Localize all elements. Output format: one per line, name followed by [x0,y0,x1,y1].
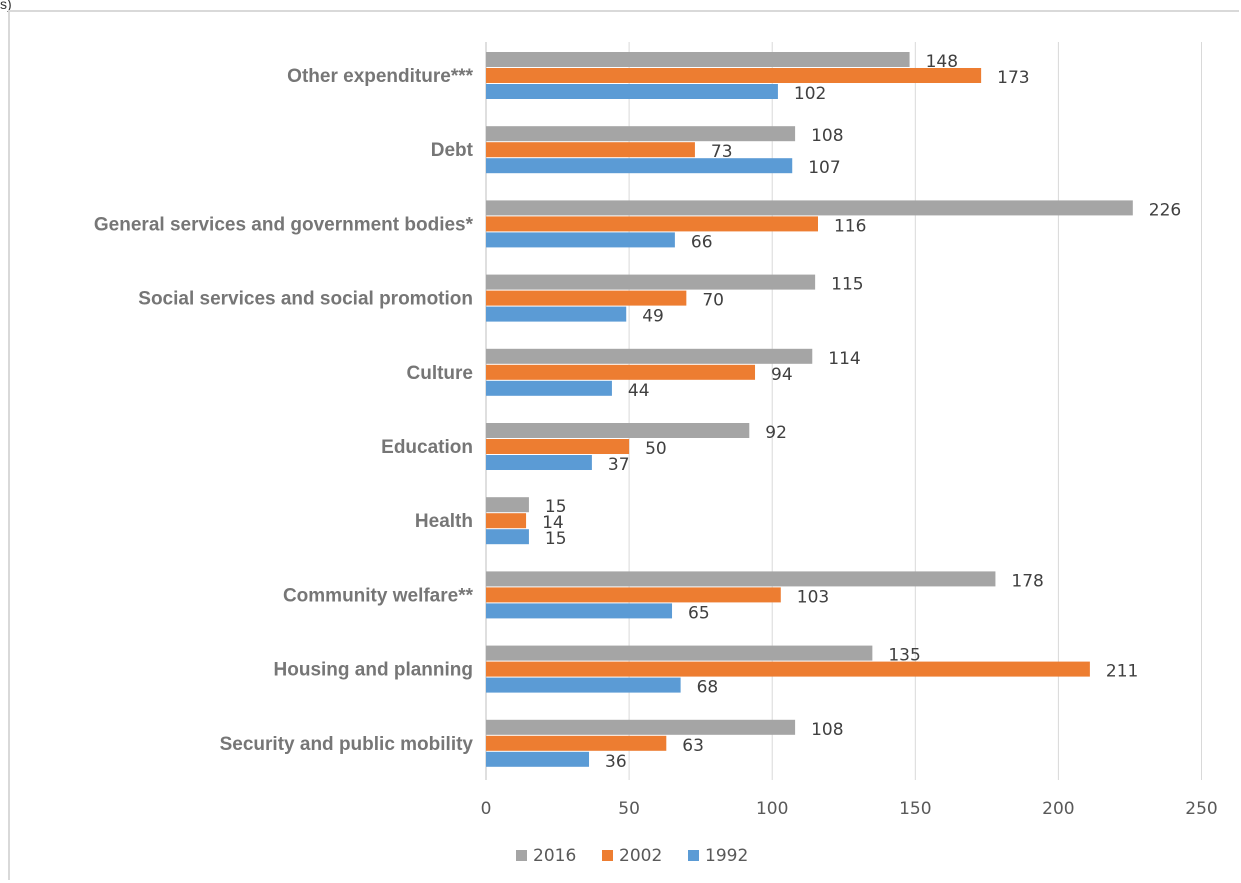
bar-2016 [486,571,996,587]
value-label: 66 [691,232,713,252]
value-label: 135 [888,646,920,666]
category-label: Housing and planning [274,660,473,681]
category-label: Other expenditure*** [287,66,473,87]
value-label: 94 [771,365,793,385]
legend-swatch [516,850,527,861]
category-label: Community welfare** [283,585,474,606]
bar-2016 [486,497,529,513]
value-label: 68 [697,678,719,698]
value-label: 92 [765,423,787,443]
value-label: 49 [642,307,664,327]
value-label: 114 [828,349,860,369]
bar-2002 [486,735,667,751]
x-tick-label: 0 [481,799,492,819]
value-label: 14 [542,513,564,533]
category-label: Health [415,511,473,532]
bar-2016 [486,274,816,290]
value-label: 102 [794,84,826,104]
bar-1992 [486,380,612,396]
value-label: 178 [1011,571,1043,591]
bar-2016 [486,645,873,661]
value-label: 116 [834,216,866,236]
bar-2002 [486,661,1090,677]
value-label: 226 [1149,200,1181,220]
bar-2016 [486,423,750,438]
chart-frame [8,10,1239,880]
legend-entry: 2016 [533,846,576,866]
bar-2002 [486,587,781,603]
value-label: 115 [831,275,863,295]
value-label: 50 [645,439,667,459]
x-tick-label: 50 [618,799,640,819]
bar-1992 [486,603,673,619]
legend-entry: 1992 [705,846,748,866]
bar-1992 [486,232,675,248]
value-label: 36 [605,752,627,772]
value-label: 108 [811,720,843,740]
legend-swatch [602,850,613,861]
bar-2016 [486,719,796,735]
bar-2002 [486,513,527,529]
x-tick-label: 250 [1185,799,1217,819]
bar-2002 [486,290,687,306]
value-label: 108 [811,126,843,146]
bar-1992 [486,529,529,545]
x-tick-label: 150 [899,799,931,819]
bar-2002 [486,68,982,83]
legend-swatch [688,850,699,861]
bar-2016 [486,200,1133,216]
value-label: 15 [545,529,567,549]
value-label: 37 [608,455,630,475]
value-label: 15 [545,497,567,517]
value-label: 107 [808,158,840,178]
bar-2016 [486,52,910,67]
bar-2016 [486,126,796,142]
category-label: Debt [431,140,474,161]
value-label: 103 [797,587,829,607]
bar-1992 [486,306,627,322]
value-label: 73 [711,142,733,162]
corner-text: s) [0,0,12,12]
bar-2002 [486,439,630,454]
category-label: Security and public mobility [220,734,474,755]
x-tick-label: 200 [1042,799,1074,819]
category-label: General services and government bodies* [94,214,474,235]
bar-1992 [486,455,592,470]
bar-2002 [486,142,695,158]
bar-2002 [486,216,818,232]
bar-1992 [486,751,590,767]
category-labels: Other expenditure*** Debt General services… [94,66,474,755]
value-label: 148 [926,52,958,72]
bar-1992 [486,677,681,693]
value-label: 211 [1106,662,1138,682]
category-label: Culture [407,363,474,384]
legend: 2016 2002 1992 [516,846,748,866]
value-label: 70 [702,291,724,311]
bars: 148 173 102 108 73 107 226 116 66 115 70 49 114 94 44 9… [486,52,1181,772]
value-label: 65 [688,603,710,623]
bar-2016 [486,348,813,364]
legend-entry: 2002 [619,846,662,866]
value-label: 173 [997,68,1029,88]
bar-1992 [486,158,793,174]
value-label: 63 [682,736,704,756]
category-label: Social services and social promotion [138,289,473,310]
value-label: 44 [628,381,650,401]
category-label: Education [381,437,473,458]
bar-1992 [486,84,778,99]
x-tick-label: 100 [756,799,788,819]
bar-2002 [486,364,756,380]
x-tick-labels: 0 50 100 150 200 250 [481,799,1218,819]
